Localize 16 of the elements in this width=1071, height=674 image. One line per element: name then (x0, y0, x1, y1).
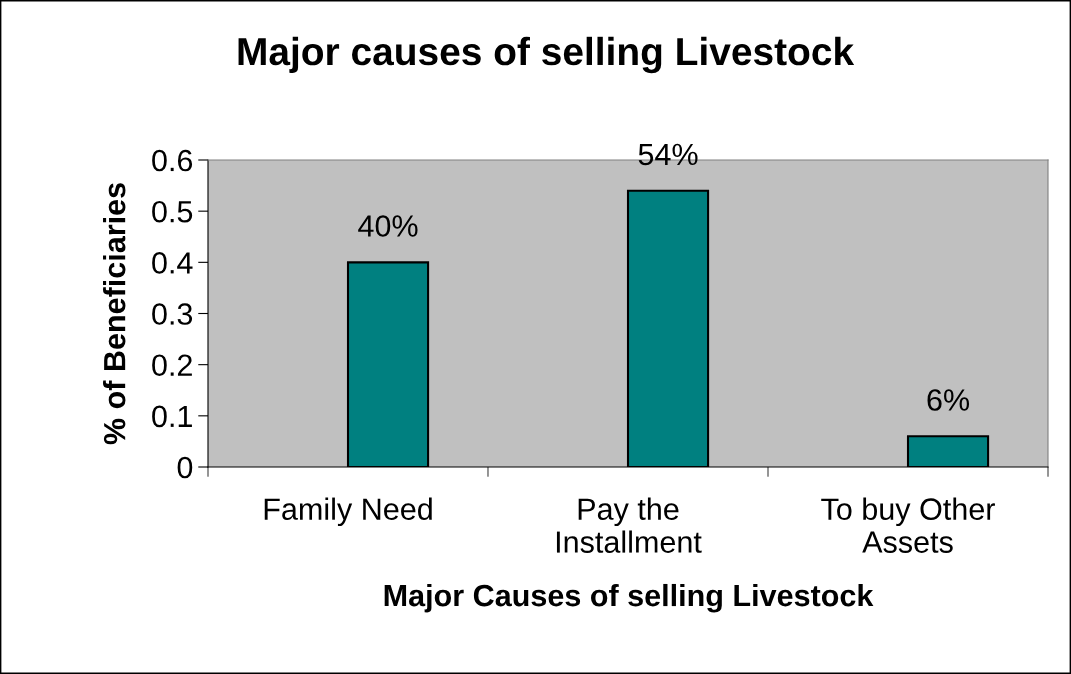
x-tick-label: To buy Other Assets (821, 497, 995, 553)
y-tick-label: 0.4 (152, 252, 193, 274)
y-tick-label: 0.2 (152, 354, 192, 377)
chart-title: Major causes of selling Livestock (238, 36, 855, 74)
y-tick-label: 0.6 (152, 149, 193, 172)
data-label: 40% (358, 215, 418, 237)
x-axis-title: Major Causes of selling Livestock (384, 583, 874, 613)
data-label: 54% (638, 143, 698, 166)
y-tick-label: 0 (177, 456, 193, 479)
x-tick-label: Family Need (264, 497, 432, 527)
y-tick-label: 0.5 (152, 200, 193, 223)
y-tick-label: 0.3 (152, 303, 193, 325)
data-label: 6% (927, 389, 970, 411)
x-tick-label: Pay the Installment (556, 497, 702, 553)
y-tick-label: 0.1 (152, 405, 192, 428)
y-axis-title: % of Beneficiaries (103, 183, 126, 445)
